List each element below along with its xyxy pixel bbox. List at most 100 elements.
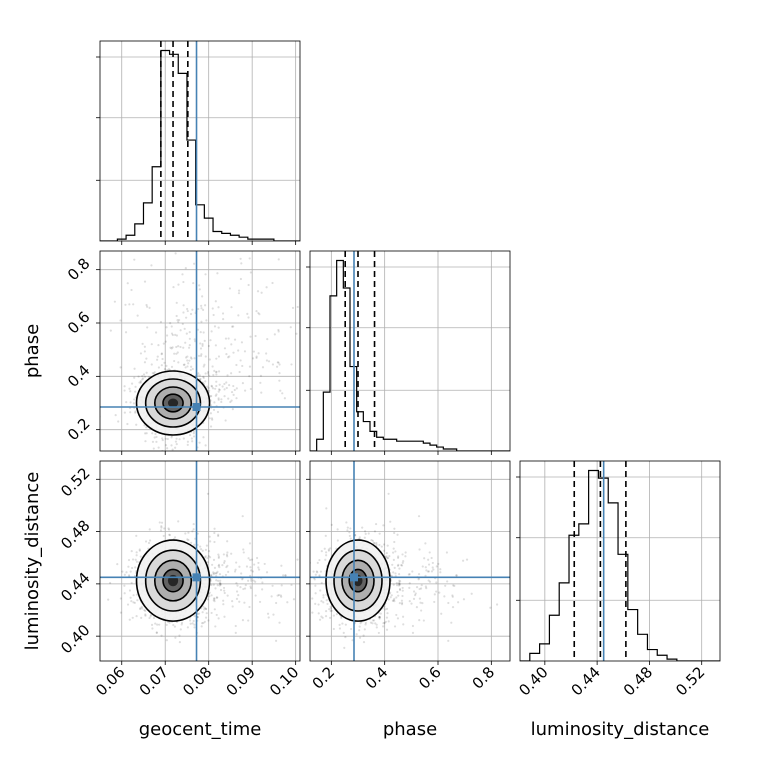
scatter-point [197, 307, 200, 311]
scatter-point [421, 602, 424, 605]
scatter-point [234, 568, 237, 571]
scatter-point [109, 581, 112, 585]
scatter-point [378, 617, 381, 620]
scatter-point [386, 556, 390, 560]
scatter-point [157, 366, 161, 369]
scatter-point [400, 564, 404, 567]
scatter-point [123, 385, 126, 388]
scatter-point [222, 603, 225, 606]
scatter-point [170, 365, 174, 368]
scatter-point [215, 572, 218, 575]
scatter-point [242, 551, 245, 554]
scatter-point [289, 326, 292, 329]
scatter-point [223, 589, 226, 592]
scatter-point [384, 608, 387, 611]
scatter-point [385, 616, 389, 619]
scatter-point [371, 622, 374, 625]
scatter-point [171, 333, 174, 337]
scatter-point [184, 341, 187, 344]
scatter-point [425, 569, 428, 572]
scatter-point [143, 608, 146, 612]
scatter-point [272, 613, 275, 616]
scatter-point [237, 349, 240, 352]
scatter-point [396, 584, 399, 587]
scatter-point [392, 551, 395, 554]
scatter-point [465, 558, 469, 561]
scatter-point [267, 616, 270, 619]
scatter-point [169, 322, 172, 325]
scatter-point [147, 541, 151, 545]
scatter-point [386, 544, 389, 547]
scatter-point [393, 599, 396, 603]
scatter-point [422, 619, 425, 622]
scatter-point [133, 367, 136, 370]
scatter-point [209, 540, 212, 543]
scatter-point [151, 627, 154, 630]
scatter-point [167, 368, 171, 371]
scatter-point [179, 628, 182, 631]
scatter-point [217, 534, 220, 538]
scatter-point [207, 619, 210, 622]
scatter-point [185, 243, 187, 245]
scatter-point [332, 324, 334, 326]
scatter-point [330, 609, 333, 612]
scatter-point [213, 572, 216, 575]
scatter-point [344, 636, 347, 639]
scatter-point [220, 398, 223, 401]
scatter-point [259, 381, 262, 384]
scatter-point [296, 558, 299, 561]
scatter-point [134, 390, 137, 393]
scatter-point [371, 539, 374, 542]
scatter-point [211, 307, 214, 310]
scatter-point [172, 623, 175, 627]
scatter-point [316, 571, 319, 574]
scatter-point [144, 613, 147, 616]
scatter-point [213, 369, 216, 372]
scatter-point [282, 574, 285, 577]
scatter-point [375, 543, 378, 546]
scatter-point [400, 564, 403, 567]
scatter-point [432, 568, 435, 571]
scatter-point [260, 212, 262, 214]
scatter-point [230, 552, 233, 555]
scatter-point [188, 359, 191, 362]
scatter-point [396, 590, 399, 594]
scatter-point [217, 555, 220, 558]
scatter-point [212, 558, 216, 561]
scatter-point [242, 587, 245, 591]
scatter-point [248, 542, 252, 545]
y-tick-label: 0.4 [64, 361, 94, 391]
scatter-point [392, 599, 395, 602]
scatter-point [135, 551, 138, 554]
scatter-point [186, 626, 189, 629]
scatter-point [204, 273, 207, 276]
scatter-point [215, 596, 218, 599]
scatter-point [424, 585, 427, 588]
scatter-point [222, 599, 225, 602]
scatter-point [251, 357, 255, 360]
scatter-point [141, 607, 144, 610]
scatter-point [193, 623, 196, 626]
scatter-point [149, 615, 152, 618]
scatter-point [435, 565, 438, 568]
scatter-point [190, 365, 193, 368]
scatter-point [388, 555, 391, 558]
scatter-point [243, 601, 246, 604]
scatter-point [242, 548, 245, 551]
scatter-point [215, 613, 218, 617]
scatter-point [394, 572, 397, 575]
scatter-point [290, 590, 292, 592]
scatter-point [150, 264, 153, 267]
scatter-point [412, 590, 416, 593]
scatter-point [402, 623, 405, 626]
x-tick-label: 0.06 [92, 663, 128, 699]
density-fill [167, 398, 179, 408]
scatter-point [148, 539, 152, 542]
scatter-point [451, 594, 454, 597]
scatter-point [397, 594, 400, 597]
scatter-point [214, 300, 217, 303]
scatter-point [213, 599, 216, 603]
contour-line [135, 539, 211, 622]
scatter-point [398, 583, 401, 586]
scatter-point [235, 582, 238, 585]
